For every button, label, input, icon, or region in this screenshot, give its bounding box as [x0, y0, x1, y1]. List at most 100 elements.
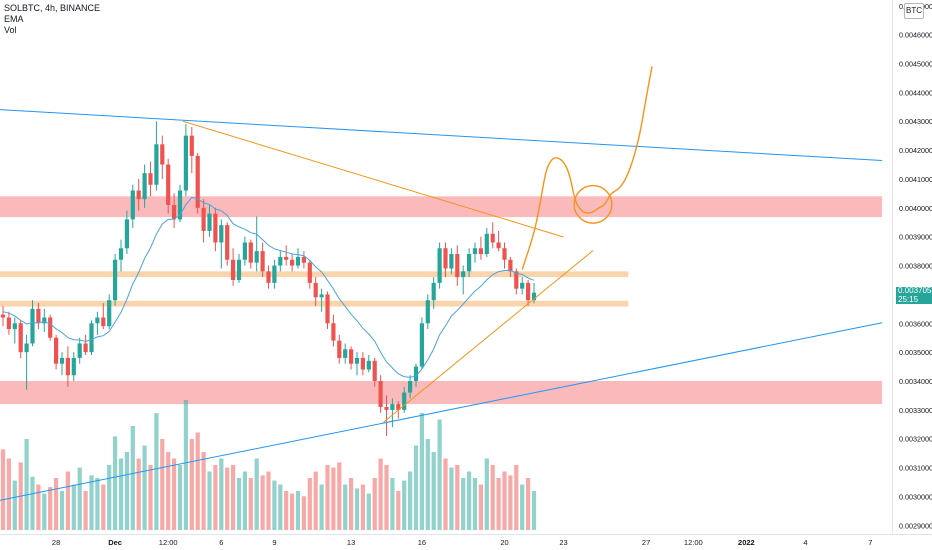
time-tick-label: 16: [418, 538, 426, 547]
volume-bar: [113, 436, 118, 530]
price-tick-label: 0.0035000: [899, 348, 932, 357]
support-resistance-zones: [0, 196, 883, 405]
orange-trendline: [182, 120, 564, 238]
candle-body: [467, 254, 472, 272]
chart-legend: SOLBTC, 4h, BINANCE EMA Vol: [4, 3, 100, 36]
candle-body: [396, 404, 401, 410]
candle-body: [54, 337, 59, 364]
candle-body: [490, 233, 495, 243]
volume-bar: [290, 493, 295, 530]
volume-bar: [526, 478, 531, 530]
volume-bar: [83, 491, 88, 530]
volume-bar: [71, 484, 76, 530]
volume-bar: [366, 493, 371, 530]
candle-body: [130, 190, 135, 220]
volume-bar: [236, 478, 242, 530]
candle-body: [266, 271, 271, 283]
volume-bar: [295, 491, 301, 530]
candle-body: [478, 248, 483, 255]
price-axis[interactable]: 0.0029000 0.0030000 0.0031000 0.0032000 0.00…: [892, 0, 932, 534]
volume-bar: [48, 487, 53, 530]
candle-body: [148, 173, 153, 185]
time-axis[interactable]: 28 Dec 12:00 6 9 13 16 20 23 27 12:00 2022 4 7: [0, 534, 932, 548]
price-tick-label: 0.0030000: [899, 492, 932, 501]
candle-body: [166, 164, 171, 205]
candle-body: [449, 254, 454, 269]
candle-body: [372, 360, 377, 382]
candle-body: [83, 343, 88, 353]
volume-bar: [508, 475, 513, 530]
candle-body: [408, 381, 413, 393]
candle-body: [354, 357, 360, 364]
volume-bar: [402, 480, 407, 530]
candle-body: [349, 349, 354, 364]
volume-bar: [166, 452, 171, 530]
volume-bar: [136, 458, 141, 530]
candle-body: [95, 317, 100, 324]
candle-body: [254, 251, 259, 263]
candle-body: [42, 317, 47, 324]
candle-body: [384, 406, 389, 410]
candle-body: [425, 300, 430, 324]
volume-bar: [54, 478, 59, 530]
candle-body: [225, 225, 230, 260]
time-tick-label: 7: [868, 538, 872, 547]
currency-badge[interactable]: BTC: [904, 3, 924, 19]
volume-bar: [242, 471, 247, 530]
time-tick-label: 23: [559, 538, 567, 547]
candle-body: [520, 282, 525, 289]
volume-bar: [172, 458, 177, 530]
ema-line: [2, 196, 535, 378]
orange-level: [0, 271, 629, 278]
volume-bar: [101, 484, 106, 530]
time-tick-label: 20: [500, 538, 508, 547]
candle-body: [183, 135, 188, 191]
candle-body: [65, 357, 70, 376]
candle-body: [142, 173, 147, 200]
volume-bar: [343, 484, 348, 530]
volume-bar: [461, 478, 466, 530]
volume-bar: [284, 491, 289, 530]
price-tick-label: 0.0042000: [899, 146, 932, 155]
volume-bar: [301, 496, 306, 530]
candle-body: [360, 357, 365, 370]
candle-body: [455, 254, 460, 278]
volume-bar: [266, 471, 271, 530]
time-tick-label: 2022: [738, 538, 755, 547]
volume-bar: [490, 465, 495, 530]
candle-body: [260, 251, 265, 272]
volume-bar: [118, 458, 124, 530]
volume-bar: [478, 484, 483, 530]
volume-bar: [472, 478, 478, 530]
volume-bar: [360, 484, 365, 530]
volume-bar: [160, 439, 165, 530]
volume-bar: [349, 478, 354, 530]
volume-bar: [195, 432, 200, 530]
candle-body: [331, 323, 336, 341]
candle-body: [502, 248, 507, 260]
ema-indicator-label[interactable]: EMA: [4, 14, 24, 24]
volume-bar: [95, 478, 100, 530]
volume-indicator-label[interactable]: Vol: [4, 25, 17, 35]
candle-body: [419, 323, 424, 367]
candle-body: [413, 366, 419, 382]
candle-body: [295, 256, 301, 266]
volume-bar: [225, 467, 230, 530]
candle-body: [113, 259, 118, 301]
volume-bar: [42, 493, 47, 530]
candle-body: [325, 294, 330, 324]
volume-bar: [307, 478, 312, 530]
volume-bar: [254, 458, 259, 530]
candle-body: [496, 242, 501, 249]
volume-bar: [272, 480, 277, 530]
candle-body: [278, 256, 283, 266]
candle-body: [0, 314, 6, 318]
time-tick-label: 12:00: [684, 538, 703, 547]
volume-bar: [24, 439, 29, 530]
symbol-title[interactable]: SOLBTC, 4h, BINANCE: [4, 3, 101, 13]
volume-bar: [431, 452, 436, 530]
candle-body: [89, 323, 94, 353]
candle-body: [77, 343, 82, 358]
candle-body: [213, 213, 218, 243]
